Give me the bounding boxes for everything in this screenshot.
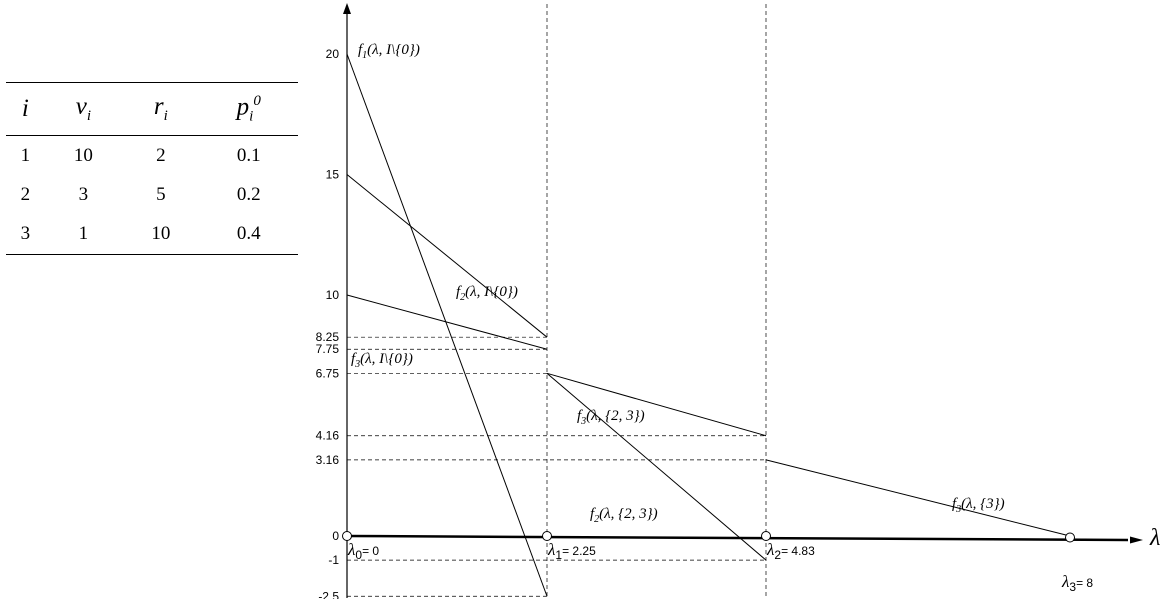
table-cell: 2 xyxy=(156,144,166,166)
x-axis-label: λ xyxy=(1149,525,1160,551)
header-symbol: i xyxy=(21,95,29,122)
series-line xyxy=(346,53,548,597)
parameter-table-body: 1 10 2 0.1 2 3 5 0.2 3 1 10 0.4 xyxy=(6,136,298,255)
header-subscript: i xyxy=(249,108,254,125)
table-cell: 10 xyxy=(122,214,200,255)
table-cell: 2 xyxy=(20,183,31,205)
header-subscript: i xyxy=(86,108,92,124)
series-label: f1(λ, I\{0}) xyxy=(358,42,420,61)
table-cell: 3 xyxy=(78,183,89,205)
breakpoint-label: λ1= 2.25 xyxy=(547,540,596,562)
breakpoint-marker xyxy=(761,531,771,541)
y-tick-label: 7.75 xyxy=(316,342,340,356)
header-cell: i xyxy=(6,82,45,136)
table-cell: 0.4 xyxy=(199,214,298,255)
y-tick-label: 15 xyxy=(326,168,340,182)
header-symbol: ν xyxy=(75,93,87,120)
header-superscript: 0 xyxy=(253,92,261,109)
y-tick-label: 8.25 xyxy=(316,330,340,344)
header-cell: pi0 xyxy=(199,82,298,136)
y-tick-label: 4.16 xyxy=(316,429,340,443)
series-line xyxy=(546,372,767,561)
y-tick-label: 10 xyxy=(326,288,340,302)
table-cell: 5 xyxy=(156,183,166,205)
table-row: 3 1 10 0.4 xyxy=(6,214,298,255)
table-row: 2 3 5 0.2 xyxy=(6,175,298,214)
header-cell: νi xyxy=(44,82,123,136)
breakpoint-marker xyxy=(342,531,352,541)
y-tick-label: 0 xyxy=(332,529,339,543)
series-label: f2(λ, I\{0}) xyxy=(456,284,518,303)
y-tick-label: 20 xyxy=(326,47,340,61)
y-tick-label: -2.5 xyxy=(318,589,339,599)
series-line xyxy=(346,174,548,338)
x-axis-arrow xyxy=(1130,536,1143,544)
y-tick-label: 3.16 xyxy=(316,453,340,467)
table-cell: 0.1 xyxy=(236,144,261,166)
breakpoint-label: λ0= 0 xyxy=(347,540,379,562)
series-label: f2(λ, {2, 3}) xyxy=(590,506,658,525)
series-label: f3(λ, {3}) xyxy=(952,496,1005,515)
header-symbol: p xyxy=(236,93,250,121)
series-line xyxy=(346,294,548,350)
breakpoint-label: λ2= 4.83 xyxy=(766,540,815,562)
y-axis-arrow xyxy=(343,3,351,14)
header-row: i νi ri pi0 xyxy=(6,82,298,136)
table-cell: 1 xyxy=(20,144,31,166)
series-label: f3(λ, {2, 3}) xyxy=(577,408,645,427)
header-cell: ri xyxy=(122,82,200,136)
x-axis xyxy=(346,534,1129,542)
table-cell: 10 xyxy=(73,144,93,166)
table-cell: 3 xyxy=(6,214,45,255)
table-cell: 1 xyxy=(44,214,123,255)
breakpoint-marker xyxy=(542,531,552,541)
breakpoint-marker xyxy=(1065,532,1075,543)
parameter-table: i νi ri pi0 1 10 2 0.1 2 3 5 0.2 3 1 10 … xyxy=(6,82,298,255)
series-label: f3(λ, I\{0}) xyxy=(351,351,413,370)
header-subscript: i xyxy=(163,108,168,124)
table-row: 1 10 2 0.1 xyxy=(6,136,298,176)
breakpoint-label: λ3= 8 xyxy=(1061,572,1093,594)
series-line xyxy=(765,459,1071,537)
y-tick-label: -1 xyxy=(328,553,339,567)
series-line xyxy=(546,372,767,437)
parameter-table-header: i νi ri pi0 xyxy=(6,82,298,136)
header-symbol: r xyxy=(153,93,164,120)
table-cell: 0.2 xyxy=(236,183,261,205)
y-tick-label: 6.75 xyxy=(316,366,340,380)
